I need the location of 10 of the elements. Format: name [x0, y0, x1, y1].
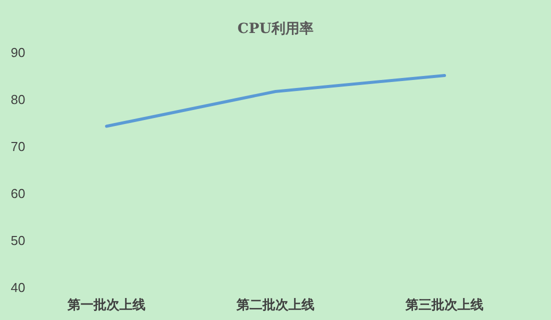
- chart-title: CPU利用率: [238, 20, 314, 37]
- x-tick-label: 第三批次上线: [404, 297, 484, 312]
- y-tick-label: 90: [10, 45, 26, 60]
- x-tick-label: 第二批次上线: [236, 297, 314, 312]
- y-tick-label: 70: [10, 139, 26, 154]
- x-tick-label: 第一批次上线: [66, 297, 146, 312]
- y-tick-label: 80: [10, 92, 26, 107]
- y-tick-label: 40: [10, 280, 26, 295]
- y-tick-label: 50: [10, 233, 26, 248]
- y-tick-label: 60: [10, 186, 26, 201]
